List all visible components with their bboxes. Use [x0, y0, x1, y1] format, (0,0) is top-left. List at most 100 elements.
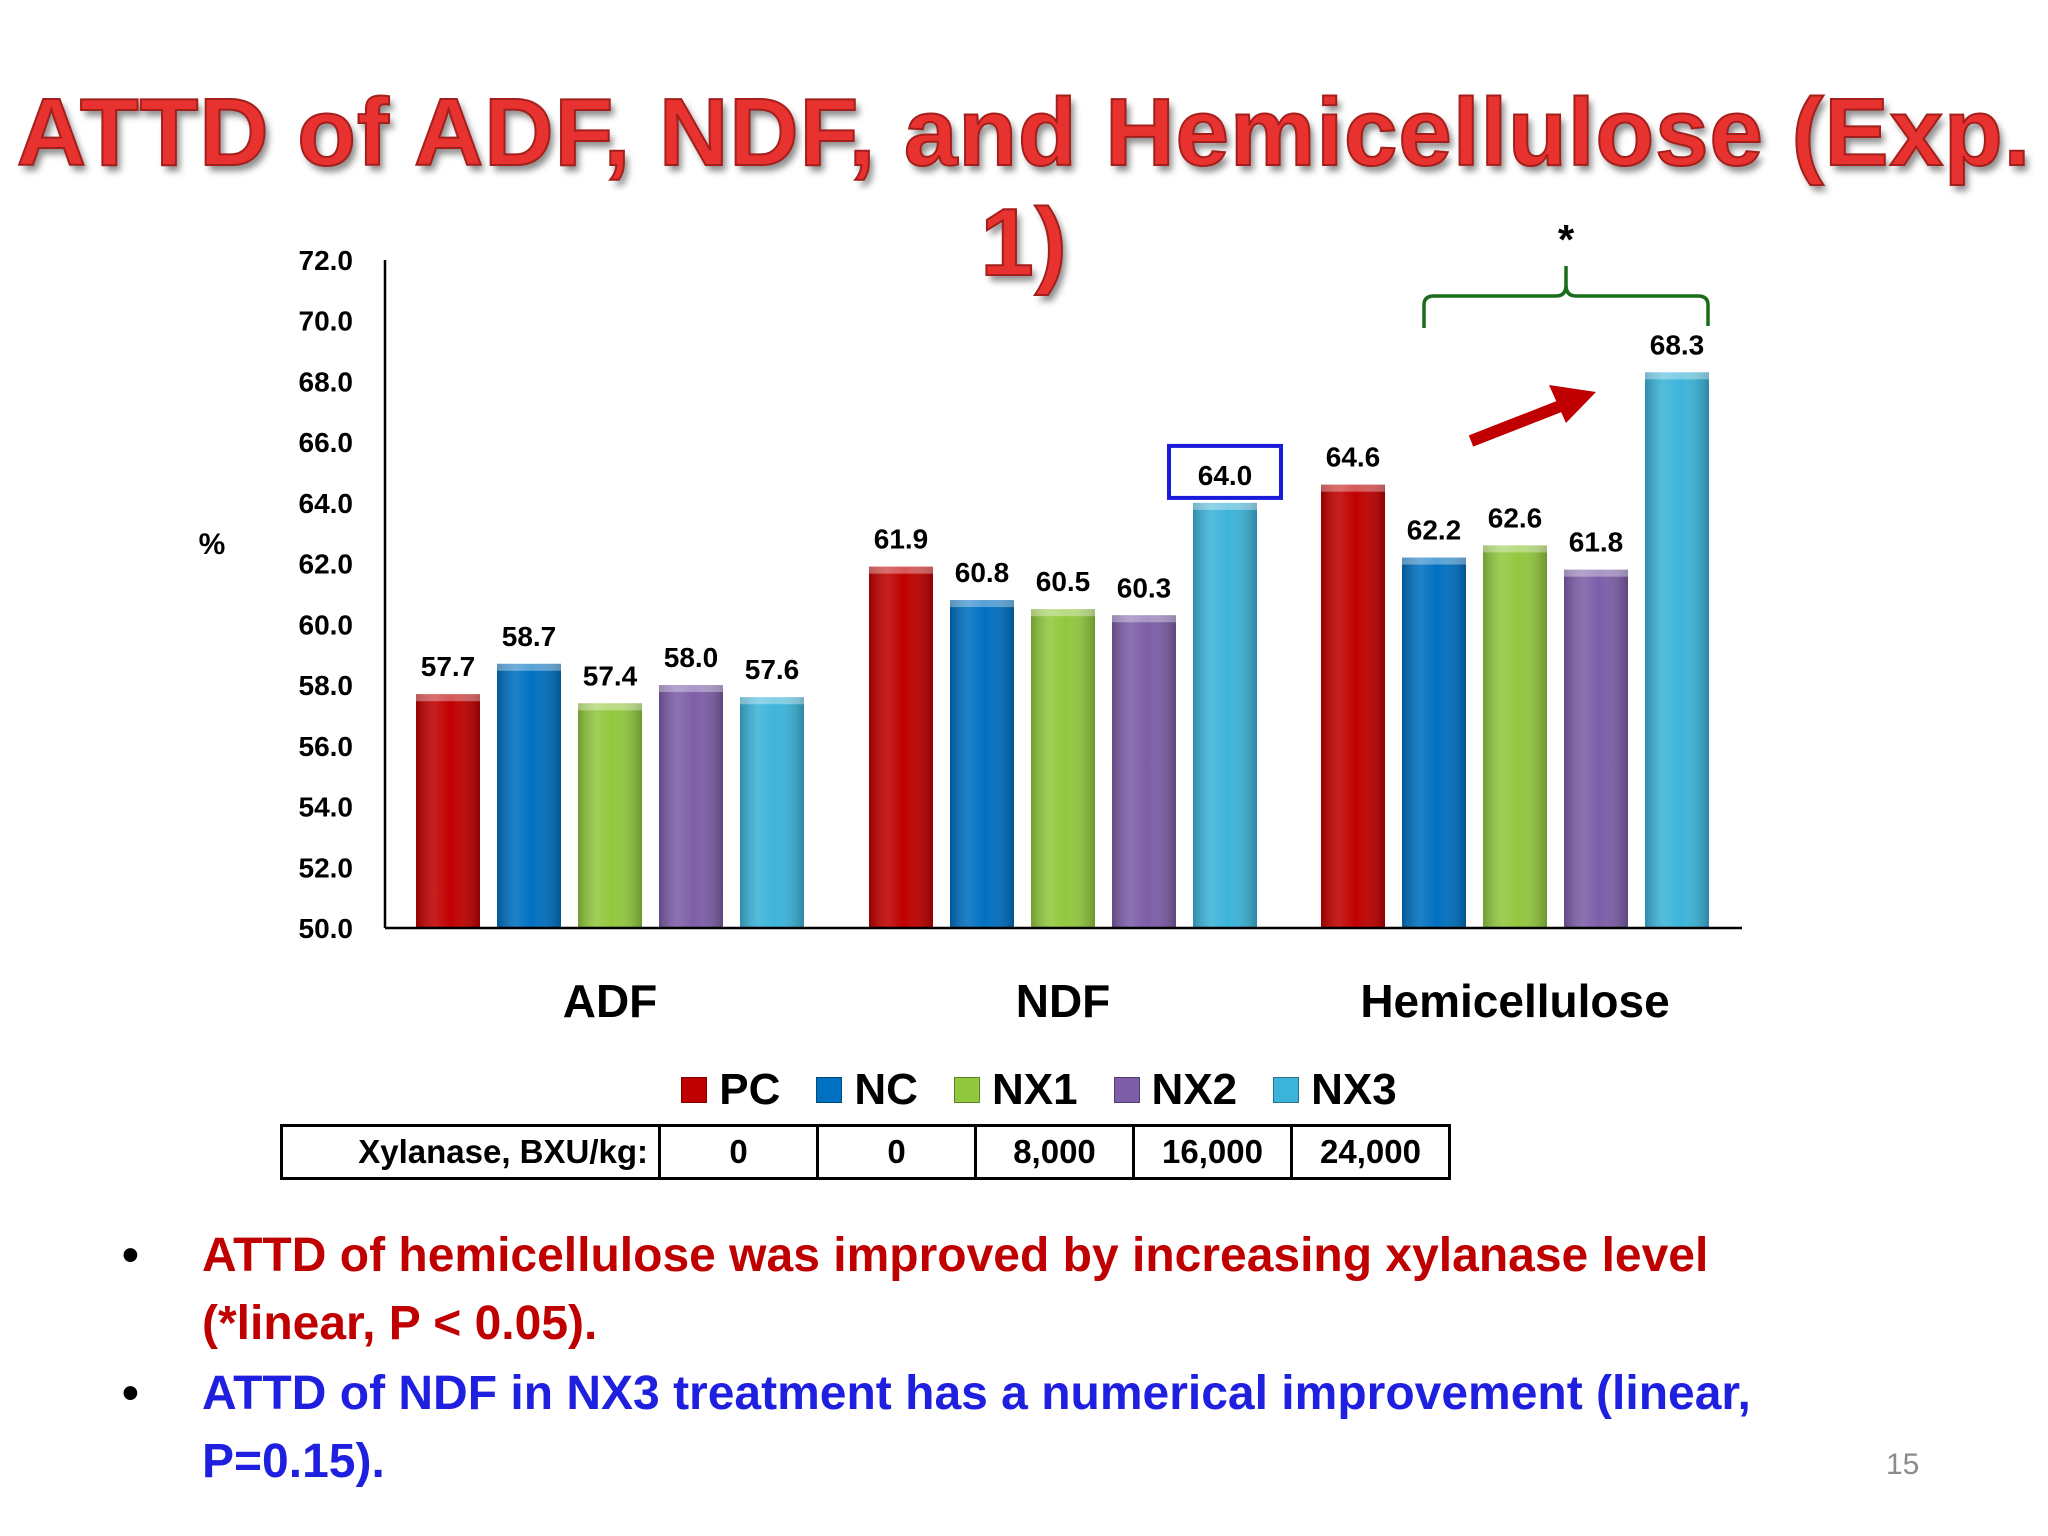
trend-arrow-icon	[1549, 385, 1596, 423]
significance-marker: *	[1558, 216, 1575, 263]
y-tick-label: 68.0	[299, 366, 354, 397]
bullet-dot-icon: •	[122, 1367, 139, 1420]
legend-item-nx1: NX1	[953, 1065, 1078, 1115]
data-label-hemicellulose-pc: 64.6	[1326, 442, 1381, 473]
y-tick-label: 70.0	[299, 306, 354, 337]
bar-shade-hemicellulose-nx2	[1564, 569, 1628, 928]
category-label-adf: ADF	[563, 975, 658, 1027]
bullet-text: ATTD of hemicellulose was improved by in…	[202, 1229, 1709, 1350]
data-label-adf-pc: 57.7	[421, 651, 476, 682]
data-label-adf-nx1: 57.4	[583, 660, 638, 691]
data-label-ndf-nx1: 60.5	[1036, 566, 1091, 597]
legend-swatch	[816, 1077, 843, 1103]
y-tick-label: 56.0	[299, 731, 354, 762]
legend-label: NC	[854, 1065, 918, 1114]
bar-cap-hemicellulose-nx2	[1564, 569, 1628, 577]
legend-swatch	[953, 1077, 980, 1103]
bar-cap-ndf-nx2	[1112, 615, 1176, 623]
bar-cap-adf-pc	[416, 694, 480, 702]
xylanase-value-nc: 0	[816, 1124, 977, 1180]
bullet-list: • ATTD of hemicellulose was improved by …	[118, 1222, 1878, 1498]
bullet-hemicellulose: • ATTD of hemicellulose was improved by …	[118, 1222, 1878, 1358]
legend-swatch	[1113, 1077, 1140, 1103]
bar-cap-hemicellulose-nx1	[1483, 545, 1547, 553]
legend-item-nc: NC	[816, 1065, 918, 1115]
bullet-dot-icon: •	[122, 1229, 139, 1282]
data-label-adf-nx3: 57.6	[745, 654, 800, 685]
y-tick-label: 54.0	[299, 792, 354, 823]
xylanase-value-nx3: 24,000	[1290, 1124, 1451, 1180]
data-label-ndf-nc: 60.8	[955, 557, 1010, 588]
bar-chart: 72.0 70.0 68.0 66.0 64.0 62.0 60.0 58.0 56.0 54.0…	[199, 216, 1742, 1027]
y-axis-label: %	[199, 528, 226, 561]
page-number: 15	[1886, 1448, 1920, 1481]
bar-shade-hemicellulose-nx3	[1645, 372, 1709, 928]
xylanase-value-pc: 0	[658, 1124, 819, 1180]
trend-arrow-shaft	[1468, 399, 1566, 447]
data-label-adf-nx2: 58.0	[664, 642, 719, 673]
bar-cap-hemicellulose-pc	[1321, 484, 1385, 492]
bar-cap-hemicellulose-nx3	[1645, 372, 1709, 380]
legend-item-pc: PC	[681, 1065, 780, 1115]
slide-title: ATTD of ADF, NDF, and Hemicellulose (Exp…	[16, 78, 2032, 297]
category-label-hemicellulose: Hemicellulose	[1360, 975, 1669, 1027]
bar-cap-ndf-nc	[950, 600, 1014, 608]
y-tick-label: 58.0	[299, 670, 354, 701]
y-tick-label: 66.0	[299, 427, 354, 458]
data-label-hemicellulose-nx1: 62.6	[1488, 502, 1543, 533]
y-tick-label: 64.0	[299, 488, 354, 519]
data-label-hemicellulose-nc: 62.2	[1407, 515, 1462, 546]
y-tick-label: 50.0	[299, 913, 354, 944]
bar-cap-hemicellulose-nc	[1402, 557, 1466, 565]
xylanase-value-nx1: 8,000	[974, 1124, 1135, 1180]
legend-item-nx3: NX3	[1273, 1065, 1397, 1115]
y-tick-label: 60.0	[299, 609, 354, 640]
data-label-hemicellulose-nx2: 61.8	[1569, 527, 1624, 558]
legend-item-nx2: NX2	[1113, 1065, 1238, 1115]
legend-label: NX1	[991, 1065, 1078, 1114]
legend-label: NX3	[1311, 1065, 1397, 1114]
bar-cap-adf-nx3	[740, 697, 804, 705]
bar-cap-adf-nc	[497, 663, 561, 671]
bar-shade-ndf-nc	[950, 600, 1014, 928]
bar-shade-adf-nx2	[659, 685, 723, 928]
bullet-ndf: • ATTD of NDF in NX3 treatment has a num…	[118, 1360, 1878, 1496]
category-label-ndf: NDF	[1016, 975, 1111, 1027]
xylanase-table: Xylanase, BXU/kg: 0 0 8,000 16,000 24,00…	[280, 1124, 1451, 1180]
bar-cap-ndf-pc	[869, 566, 933, 574]
significance-bracket	[1422, 266, 1710, 328]
y-tick-label: 62.0	[299, 549, 354, 580]
xylanase-label-cell: Xylanase, BXU/kg:	[280, 1124, 661, 1180]
bar-cap-adf-nx2	[659, 685, 723, 693]
chart-legend: PC NC NX1 NX2 NX3	[0, 1060, 2048, 1120]
y-tick-label: 52.0	[299, 852, 354, 883]
legend-label: PC	[719, 1065, 781, 1114]
bar-cap-ndf-nx3	[1193, 502, 1257, 510]
bullet-text: ATTD of NDF in NX3 treatment has a numer…	[202, 1367, 1751, 1488]
bar-shade-ndf-nx1	[1031, 609, 1095, 928]
legend-label: NX2	[1151, 1065, 1238, 1114]
bar-shade-hemicellulose-nc	[1402, 557, 1466, 928]
data-label-ndf-nx3: 64.0	[1198, 460, 1253, 491]
data-label-hemicellulose-nx3: 68.3	[1650, 329, 1705, 360]
legend-swatch	[1273, 1077, 1300, 1103]
data-label-adf-nc: 58.7	[502, 621, 557, 652]
data-label-ndf-nx2: 60.3	[1117, 572, 1172, 603]
bar-shade-adf-nx3	[740, 697, 804, 928]
bar-shade-adf-nx1	[578, 703, 642, 928]
bar-shade-adf-pc	[416, 694, 480, 928]
y-tick-label: 72.0	[299, 245, 354, 276]
data-label-ndf-pc: 61.9	[874, 524, 929, 555]
bar-shade-hemicellulose-pc	[1321, 484, 1385, 928]
table-row: Xylanase, BXU/kg: 0 0 8,000 16,000 24,00…	[280, 1124, 1451, 1180]
bar-shade-ndf-nx3	[1193, 502, 1257, 928]
bar-shade-hemicellulose-nx1	[1483, 545, 1547, 928]
highlight-box	[1167, 443, 1283, 500]
bar-shade-adf-nc	[497, 663, 561, 928]
xylanase-value-nx2: 16,000	[1132, 1124, 1293, 1180]
bar-cap-ndf-nx1	[1031, 609, 1095, 617]
legend-swatch	[681, 1077, 708, 1103]
bar-shade-ndf-nx2	[1112, 615, 1176, 928]
bar-shade-ndf-pc	[869, 566, 933, 928]
bar-cap-adf-nx1	[578, 703, 642, 711]
